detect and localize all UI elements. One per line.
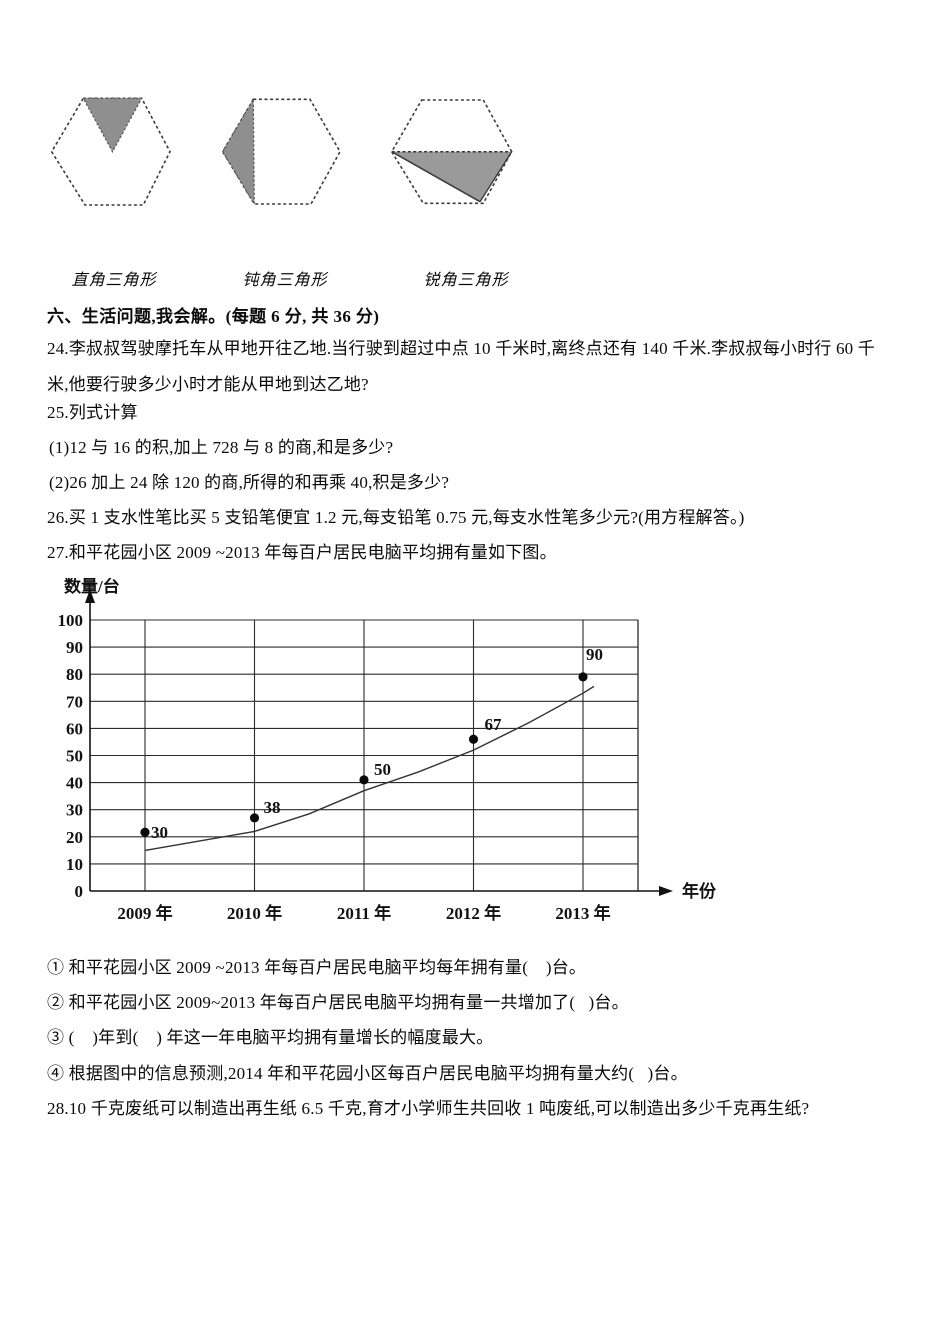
data-point-label: 38 [264, 798, 281, 817]
hexagon-acute-triangle-figure [390, 99, 513, 205]
y-tick-label: 30 [66, 801, 83, 820]
ownership-line-chart: 数量/台年份 0 10 20 30 40 50 60 70 80 90 100 2009 年 2010 年… [58, 578, 717, 923]
question-25-sub-1: (1)12 与 16 的积,加上 728 与 8 的商,和是多少? [49, 438, 394, 457]
question-27-sub-2: ② 和平花园小区 2009~2013 年每百户居民电脑平均拥有量一共增加了( )… [47, 993, 629, 1012]
hexagon-figures [50, 97, 513, 207]
x-tick-label: 2011 年 [337, 903, 391, 923]
question-24-line-1: 24.李叔叔驾驶摩托车从甲地开往乙地.当行驶到超过中点 10 千米时,离终点还有… [47, 339, 875, 358]
hexagon-right-triangle-figure [50, 97, 171, 206]
y-axis-title: 数量/台 [64, 578, 120, 596]
question-26: 26.买 1 支水性笔比买 5 支铅笔便宜 1.2 元,每支铅笔 0.75 元,… [47, 508, 745, 527]
y-axis-arrow-icon [85, 589, 95, 603]
data-point [578, 672, 588, 682]
question-24-line-2: 米,他要行驶多少小时才能从甲地到达乙地? [47, 375, 369, 394]
y-tick-label: 10 [66, 855, 83, 874]
data-point [249, 813, 260, 823]
x-tick-label: 2009 年 [117, 903, 172, 923]
y-tick-label: 40 [66, 774, 83, 793]
trend-curve [144, 685, 595, 852]
data-point [140, 827, 150, 837]
x-tick-label: 2010 年 [227, 903, 282, 923]
y-tick-label: 50 [66, 747, 83, 766]
data-point-label: 30 [151, 823, 168, 842]
data-point-label: 67 [485, 715, 503, 734]
data-point [359, 775, 369, 785]
x-axis-arrow-icon [659, 886, 673, 896]
y-tick-label: 20 [66, 828, 83, 847]
data-point [468, 734, 479, 744]
hexagon-obtuse-triangle-figure [221, 97, 341, 207]
x-tick-label: 2012 年 [446, 903, 501, 923]
question-25: 25.列式计算 [47, 403, 138, 422]
question-27-sub-1: ① 和平花园小区 2009 ~2013 年每百户居民电脑平均每年拥有量( )台。 [47, 958, 587, 977]
y-tick-label: 60 [66, 719, 83, 738]
y-tick-label: 80 [66, 665, 83, 684]
section-six-header: 六、生活问题,我会解。(每题 6 分, 共 36 分) [47, 307, 380, 326]
figure-label-right-triangle: 直角三角形 [71, 272, 157, 289]
y-tick-label: 100 [58, 611, 84, 630]
question-27: 27.和平花园小区 2009 ~2013 年每百户居民电脑平均拥有量如下图。 [47, 543, 557, 562]
x-tick-label: 2013 年 [555, 903, 610, 923]
y-tick-label: 0 [75, 882, 84, 901]
question-25-sub-2: (2)26 加上 24 除 120 的商,所得的和再乘 40,积是多少? [49, 473, 450, 492]
figure-label-acute-triangle: 锐角三角形 [423, 272, 509, 289]
question-27-sub-4: ④ 根据图中的信息预测,2014 年和平花园小区每百户居民电脑平均拥有量大约( … [47, 1064, 688, 1083]
data-point-label: 50 [374, 760, 391, 779]
y-tick-label: 70 [66, 692, 83, 711]
question-28: 28.10 千克废纸可以制造出再生纸 6.5 千克,育才小学师生共回收 1 吨废… [47, 1099, 810, 1118]
question-27-sub-3: ③ ( )年到( ) 年这一年电脑平均拥有量增长的幅度最大。 [47, 1028, 494, 1047]
y-tick-label: 90 [66, 638, 83, 657]
x-axis-title: 年份 [682, 881, 717, 901]
data-point-label: 90 [586, 645, 603, 664]
figure-label-obtuse-triangle: 钝角三角形 [242, 272, 328, 289]
